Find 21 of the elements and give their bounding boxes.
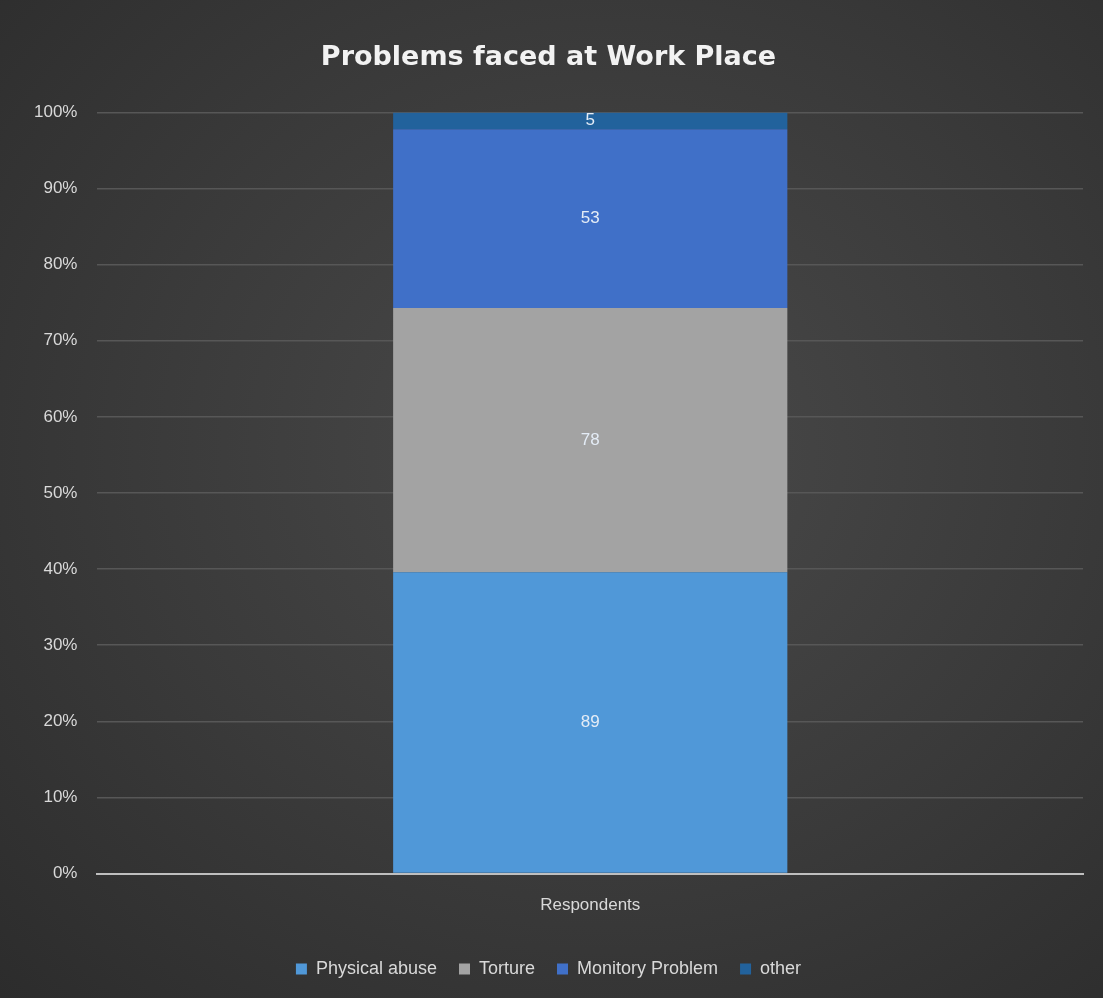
y-tick-label: 60% [43,406,78,426]
annotation: 89 [580,712,600,732]
annotation: 78 [580,429,600,449]
legend-label: other [760,957,802,978]
chart-title: Problems faced at Work Place [320,40,777,72]
y-tick-label: 30% [43,634,78,654]
y-tick-label: 40% [43,558,78,578]
y-tick-label: 100% [34,102,78,122]
y-tick-label: 80% [43,254,78,274]
x-tick-label: Respondents [540,895,641,915]
y-tick-label: 50% [43,482,78,502]
legend-label: Physical abuse [315,957,437,978]
y-tick-label: 0% [52,863,78,883]
y-tick-label: 20% [43,711,78,731]
y-tick-label: 70% [43,330,78,350]
y-tick-label: 10% [43,787,78,807]
annotation: 5 [585,110,595,130]
legend-label: Torture [478,957,536,978]
annotation: 53 [580,208,600,228]
legend-label: Monitory Problem [577,957,719,978]
y-tick-label: 90% [43,178,78,198]
